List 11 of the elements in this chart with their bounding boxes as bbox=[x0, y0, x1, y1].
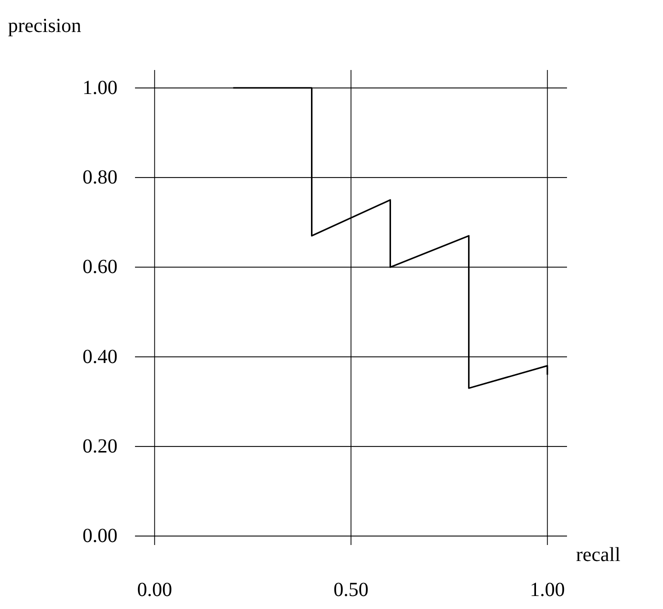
x-tick-label: 1.00 bbox=[530, 579, 565, 601]
y-tick-label: 0.20 bbox=[82, 435, 118, 458]
y-tick-label: 0.40 bbox=[82, 346, 118, 368]
x-tick-label: 0.00 bbox=[137, 579, 172, 601]
y-axis-title: precision bbox=[8, 15, 82, 37]
y-tick-label: 0.00 bbox=[82, 525, 118, 548]
y-tick-label: 0.80 bbox=[82, 166, 118, 189]
x-tick-label: 0.50 bbox=[334, 579, 368, 601]
y-tick-label: 1.00 bbox=[82, 76, 118, 99]
y-tick-label: 0.60 bbox=[82, 256, 118, 278]
x-axis-title: recall bbox=[576, 544, 621, 566]
